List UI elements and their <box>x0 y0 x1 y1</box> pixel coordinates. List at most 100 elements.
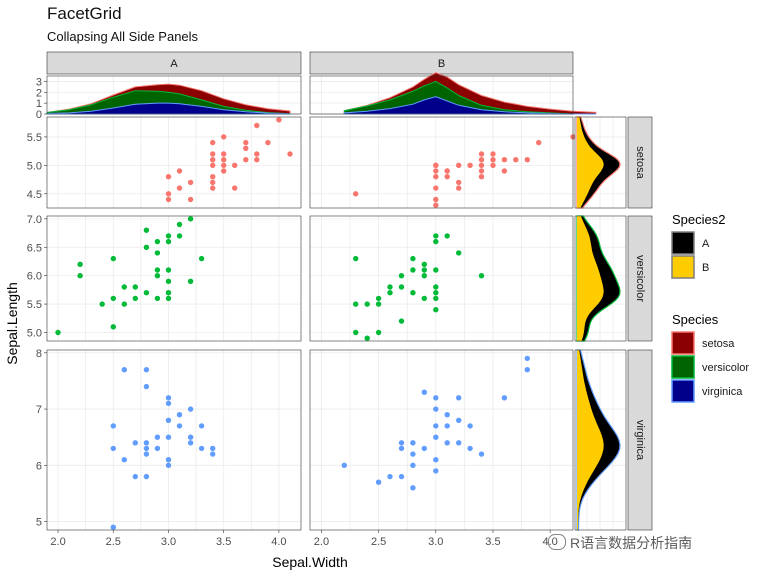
scatter-point-virginica <box>143 451 150 457</box>
y-tick-label: 6.0 <box>27 271 42 283</box>
legend-title: Species2 <box>672 212 725 227</box>
top-margin-y-tick-label: 1 <box>36 98 42 110</box>
scatter-point-versicolor <box>433 238 439 245</box>
scatter-point-setosa <box>433 202 439 208</box>
scatter-point-setosa <box>221 134 227 140</box>
scatter-panel-bg <box>47 117 301 208</box>
scatter-point-virginica <box>410 485 416 491</box>
scatter-point-versicolor <box>433 307 439 313</box>
legend-key <box>671 231 695 255</box>
side-density-B-setosa <box>577 117 604 208</box>
scatter-point-versicolor <box>165 290 172 296</box>
scatter-point-setosa <box>165 196 172 203</box>
y-tick-label: 6 <box>36 460 42 472</box>
scatter-point-versicolor <box>433 267 439 273</box>
scatter-point-setosa <box>478 168 485 174</box>
scatter-point-versicolor <box>353 255 359 262</box>
scatter-point-virginica <box>210 451 216 457</box>
side-margin-panel-border <box>574 116 627 209</box>
scatter-point-versicolor <box>421 267 427 273</box>
scatter-point-setosa <box>210 157 216 163</box>
side-density-B-virginica <box>577 350 604 530</box>
scatter-point-virginica <box>165 395 172 401</box>
scatter-point-setosa <box>433 162 439 168</box>
scatter-point-setosa <box>210 174 216 180</box>
scatter-point-versicolor <box>110 295 117 302</box>
scatter-point-versicolor <box>176 233 183 239</box>
scatter-panel-bg <box>310 216 573 341</box>
scatter-point-virginica <box>398 473 405 480</box>
scatter-point-versicolor <box>433 233 439 239</box>
legend-title: Species <box>672 312 719 327</box>
legend-label: virginica <box>702 386 743 398</box>
scatter-point-setosa <box>490 162 496 168</box>
scatter-panel-bg <box>310 350 573 530</box>
scatter-point-virginica <box>143 383 150 390</box>
scatter-point-virginica <box>165 462 172 468</box>
scatter-point-setosa <box>444 168 450 174</box>
scatter-point-virginica <box>110 423 117 429</box>
y-tick-label: 5.5 <box>27 132 42 144</box>
scatter-point-virginica <box>398 440 405 446</box>
scatter-point-versicolor <box>421 295 427 302</box>
legend-label: setosa <box>702 338 735 350</box>
scatter-point-setosa <box>221 157 227 163</box>
scatter-point-virginica <box>341 462 347 468</box>
scatter-point-virginica <box>165 400 172 407</box>
scatter-point-virginica <box>421 389 427 395</box>
scatter-point-virginica <box>187 406 194 412</box>
scatter-point-versicolor <box>198 255 205 262</box>
scatter-panel-bg <box>47 216 301 341</box>
scatter-point-virginica <box>154 445 161 452</box>
scatter-point-setosa <box>187 196 194 203</box>
y-axis-title: Sepal.Length <box>4 282 20 365</box>
top-margin-y-tick-label: 3 <box>36 76 42 88</box>
scatter-panel-border <box>46 349 302 531</box>
scatter-point-versicolor <box>398 273 405 279</box>
scatter-point-virginica <box>410 451 416 457</box>
scatter-point-virginica <box>433 406 439 412</box>
scatter-panel-bg <box>47 350 301 530</box>
scatter-point-setosa <box>478 157 485 163</box>
scatter-point-virginica <box>187 434 194 440</box>
scatter-point-virginica <box>143 445 150 452</box>
scatter-point-setosa <box>176 168 183 174</box>
y-tick-label: 6.5 <box>27 242 42 254</box>
facet-strip-row-label: versicolor <box>634 255 646 302</box>
x-tick-label: 2.5 <box>106 536 121 548</box>
scatter-point-setosa <box>456 185 462 191</box>
scatter-point-virginica <box>467 445 473 452</box>
scatter-point-versicolor <box>154 267 161 273</box>
scatter-point-setosa <box>210 179 216 186</box>
top-density-virginica <box>46 102 291 115</box>
scatter-point-virginica <box>444 423 450 429</box>
scatter-point-virginica <box>143 367 150 373</box>
scatter-point-versicolor <box>353 301 359 307</box>
scatter-point-virginica <box>121 367 128 373</box>
scatter-point-setosa <box>243 157 249 163</box>
scatter-point-versicolor <box>444 233 450 239</box>
scatter-point-virginica <box>210 445 216 452</box>
x-tick-label: 2.0 <box>314 536 329 548</box>
scatter-point-virginica <box>433 468 439 474</box>
scatter-point-versicolor <box>77 273 83 279</box>
scatter-point-versicolor <box>478 273 485 279</box>
facet-strip-row <box>627 349 653 531</box>
scatter-point-setosa <box>176 185 183 191</box>
scatter-point-setosa <box>254 122 260 129</box>
legend-label: versicolor <box>702 362 749 374</box>
scatter-point-versicolor <box>154 295 161 302</box>
scatter-panel-border <box>46 116 302 209</box>
scatter-point-setosa <box>265 139 271 146</box>
scatter-point-virginica <box>121 457 128 463</box>
scatter-point-virginica <box>467 423 473 429</box>
scatter-point-virginica <box>165 434 172 440</box>
scatter-point-versicolor <box>187 216 194 222</box>
scatter-panel-border <box>309 116 574 209</box>
watermark: R语言数据分析指南 <box>548 533 692 553</box>
scatter-point-virginica <box>433 457 439 463</box>
scatter-point-setosa <box>501 157 508 163</box>
scatter-point-setosa <box>433 168 439 174</box>
scatter-point-setosa <box>524 157 530 163</box>
facet-strip-col-label: A <box>170 58 178 70</box>
